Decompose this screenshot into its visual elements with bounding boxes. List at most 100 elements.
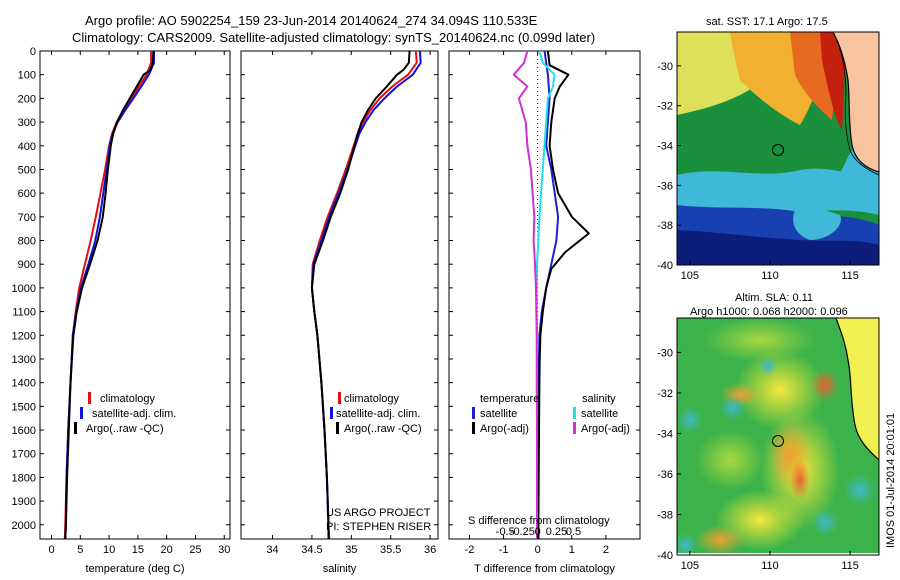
- x-tick-label: 35: [345, 544, 357, 556]
- legend-label-satellite: satellite-adj. clim.: [92, 408, 176, 420]
- title-line2: Climatology: CARS2009. Satellite-adjuste…: [72, 30, 595, 45]
- x-tick-label: 20: [161, 544, 173, 556]
- x-tick-label: -2: [465, 544, 475, 556]
- legend-swatch-satellite: [80, 407, 83, 419]
- x-tick-label: 15: [132, 544, 144, 556]
- imos-timestamp: IMOS 01-Jul-2014 20:01:01: [885, 413, 897, 548]
- sst-map-panel: sat. SST: 17.1 Argo: 17.5 105 110 115 -30 -3…: [657, 16, 880, 282]
- map-y-tick-label: -34: [657, 428, 673, 440]
- sla-map-title-line1: Altim. SLA: 0.11: [735, 292, 813, 304]
- salinity-profile-panel: 34 34.5 35 35.5 36 salinity: [240, 50, 439, 575]
- y-tick-label: 1800: [12, 472, 36, 484]
- map-y-tick-label: -34: [657, 141, 673, 153]
- x-axis-label: salinity: [323, 563, 357, 575]
- y-tick-label: 500: [18, 164, 36, 176]
- x-tick-label: 36: [424, 544, 436, 556]
- y-tick-label: 900: [18, 259, 36, 271]
- y-tick-label: 1300: [12, 354, 36, 366]
- legend-swatch-climatology: [88, 392, 91, 404]
- map-x-tick-label: 110: [761, 270, 779, 282]
- y-tick-label: 1100: [12, 307, 36, 319]
- x-tick-label: 0: [535, 544, 541, 556]
- map-y-tick-label: -30: [657, 347, 673, 359]
- y-tick-label: 1200: [12, 330, 36, 342]
- legend-swatch-sat-temperature: [472, 407, 475, 419]
- y-tick-label: 1900: [12, 496, 36, 508]
- y-tick-label: 400: [18, 141, 36, 153]
- y-tick-label: 0: [30, 46, 36, 58]
- x2-tick-label: -0.25: [510, 526, 535, 538]
- y-tick-label: 1700: [12, 449, 36, 461]
- map-y-tick-label: -38: [657, 220, 673, 232]
- map-x-tick-label: 110: [761, 560, 779, 572]
- y-tick-label: 200: [18, 93, 36, 105]
- y-tick-label: 600: [18, 188, 36, 200]
- credit-line1: US ARGO PROJECT: [326, 507, 431, 519]
- credit-line2: PI: STEPHEN RISER: [326, 521, 431, 533]
- difference-legend: temperature salinity satellite Argo(-adj…: [472, 393, 630, 435]
- legend-swatch-argo: [74, 422, 77, 434]
- legend-swatch-sat-salinity: [573, 407, 576, 419]
- argo-location-marker: [772, 144, 784, 156]
- sst-map-axes: 105 110 115 -30 -32 -34 -36 -38 -40: [657, 61, 859, 282]
- map-x-tick-label: 105: [681, 270, 699, 282]
- legend-label-sat-salinity: satellite: [581, 408, 618, 420]
- salinity-legend: climatology satellite-adj. clim. Argo(..…: [330, 392, 422, 435]
- series-line: [310, 50, 411, 539]
- plot-frame: [240, 50, 439, 540]
- x2-tick-label: 0.25: [546, 526, 567, 538]
- legend-label-argo-temperature: Argo(-adj): [480, 423, 529, 435]
- legend-swatch-argo-salinity: [573, 422, 576, 434]
- legend-swatch-argo-temperature: [472, 422, 475, 434]
- map-y-tick-label: -32: [657, 388, 673, 400]
- map-y-tick-label: -30: [657, 61, 673, 73]
- series-line: [512, 50, 538, 539]
- temperature-legend: climatology satellite-adj. clim. Argo(..…: [74, 392, 176, 435]
- x-tick-label: 34.5: [301, 544, 322, 556]
- map-y-tick-label: -36: [657, 469, 673, 481]
- map-x-tick-label: 115: [841, 560, 859, 572]
- x-tick-label: 25: [189, 544, 201, 556]
- s-difference-label: S difference from climatology: [468, 515, 610, 527]
- x-tick-label: 0: [48, 544, 54, 556]
- legend-swatch-satellite: [330, 407, 333, 419]
- y-tick-label: 800: [18, 236, 36, 248]
- legend-label-climatology: climatology: [100, 393, 156, 405]
- sla-map-axes: 105 110 115 -30 -32 -34 -36 -38 -40: [657, 347, 859, 572]
- x-tick-label: 10: [103, 544, 115, 556]
- map-y-tick-label: -38: [657, 509, 673, 521]
- sla-map-title-line2: Argo h1000: 0.068 h2000: 0.096: [690, 306, 848, 318]
- legend-swatch-argo: [336, 422, 339, 434]
- map-x-tick-label: 105: [681, 560, 699, 572]
- x2-tick-label: -0.5: [496, 526, 515, 538]
- x-axis-label: T difference from climatology: [474, 563, 615, 575]
- y-tick-label: 300: [18, 117, 36, 129]
- map-y-tick-label: -40: [657, 550, 673, 562]
- series-line: [537, 50, 590, 539]
- temperature-profile-panel: 0 5 10 15 20 25 300100200300400500600700800900…: [12, 46, 231, 575]
- legend-title-temperature: temperature: [480, 393, 539, 405]
- x-tick-label: 1: [569, 544, 575, 556]
- legend-title-salinity: salinity: [582, 393, 616, 405]
- map-y-tick-label: -40: [657, 260, 673, 272]
- y-tick-label: 1400: [12, 378, 36, 390]
- argo-location-marker: [772, 435, 784, 447]
- legend-label-satellite: satellite-adj. clim.: [336, 408, 420, 420]
- legend-label-argo: Argo(..raw -QC): [86, 423, 164, 435]
- legend-label-sat-temperature: satellite: [480, 408, 517, 420]
- y-tick-label: 1600: [12, 425, 36, 437]
- x-tick-label: -1: [499, 544, 509, 556]
- map-x-tick-label: 115: [841, 270, 859, 282]
- x-tick-label: 35.5: [380, 544, 401, 556]
- title-line1: Argo profile: AO 5902254_159 23-Jun-2014…: [85, 13, 538, 28]
- y-tick-label: 1500: [12, 401, 36, 413]
- x-tick-label: 34: [266, 544, 278, 556]
- y-tick-label: 1000: [12, 283, 36, 295]
- y-tick-label: 700: [18, 212, 36, 224]
- map-y-tick-label: -36: [657, 180, 673, 192]
- legend-label-argo-salinity: Argo(-adj): [581, 423, 630, 435]
- difference-profile-panel: -2 -1 0 1 2 -0.5-0.25 0 0.250.5 T difference fro…: [448, 50, 641, 575]
- x-tick-label: 5: [77, 544, 83, 556]
- legend-swatch-climatology: [338, 392, 341, 404]
